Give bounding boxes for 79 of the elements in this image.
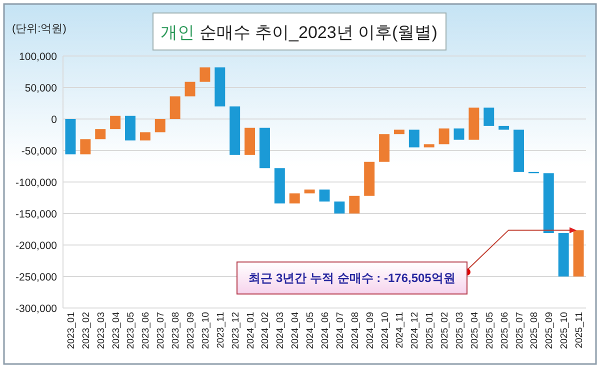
x-tick-label: 2025_08 — [529, 312, 540, 349]
y-tick-label: 0 — [51, 114, 58, 126]
bar — [289, 193, 300, 204]
x-tick-label: 2023_11 — [215, 312, 226, 348]
bar — [408, 130, 420, 148]
y-tick-label: -200,000 — [16, 240, 58, 252]
x-tick-label: 2025_03 — [454, 312, 466, 349]
bar — [334, 202, 345, 214]
x-tick-label: 2024_10 — [380, 312, 391, 349]
x-tick-label: 2024_07 — [334, 312, 346, 349]
y-tick-label: -250,000 — [16, 272, 58, 284]
x-tick-label: 2024_12 — [410, 312, 421, 349]
bar — [454, 128, 464, 140]
bar — [484, 108, 494, 126]
y-tick-label: -300,000 — [16, 303, 58, 315]
x-tick-label: 2023_06 — [140, 312, 152, 349]
bar — [125, 116, 136, 140]
chart-title: 개인 순매수 추이_2023년 이후(월별) — [160, 23, 438, 42]
bar — [349, 196, 360, 214]
x-tick-label: 2023_08 — [170, 312, 182, 349]
x-tick-label: 2025_07 — [514, 312, 526, 349]
bar — [80, 139, 91, 154]
bar — [498, 126, 510, 130]
bar — [438, 128, 450, 144]
x-tick-label: 2025_02 — [440, 312, 451, 349]
x-tick-label: 2024_01 — [245, 312, 256, 349]
x-tick-label: 2024_03 — [275, 312, 286, 349]
x-tick-label: 2025_09 — [544, 312, 556, 349]
y-tick-label: -150,000 — [16, 208, 58, 220]
x-tick-label: 2025_11 — [574, 312, 586, 348]
y-tick-label: -50,000 — [21, 146, 58, 158]
bar — [468, 108, 480, 140]
bar — [394, 130, 404, 134]
bar — [230, 106, 240, 155]
x-tick-label: 2024_08 — [350, 312, 361, 349]
y-tick-label: -100,000 — [16, 177, 58, 189]
bar — [95, 129, 106, 140]
y-tick-label: 100,000 — [19, 51, 58, 63]
bar — [274, 168, 285, 204]
x-tick-label: 2023_05 — [126, 312, 137, 349]
bar — [319, 190, 330, 202]
x-tick-label: 2023_01 — [66, 312, 77, 349]
bar — [214, 67, 226, 106]
bar — [170, 96, 180, 119]
x-tick-label: 2024_09 — [364, 312, 376, 349]
x-tick-label: 2025_10 — [559, 312, 570, 349]
x-tick-label: 2023_03 — [96, 312, 107, 349]
bar — [110, 116, 121, 130]
bar — [140, 132, 150, 140]
x-tick-label: 2025_06 — [499, 312, 510, 349]
x-tick-label: 2023_10 — [200, 312, 212, 349]
bar — [200, 67, 210, 82]
x-tick-label: 2023_09 — [186, 312, 197, 349]
x-tick-label: 2024_11 — [394, 312, 406, 348]
bar — [543, 173, 554, 234]
bar — [304, 190, 315, 194]
y-tick-label: 50,000 — [24, 82, 58, 94]
bar — [184, 82, 196, 96]
x-tick-label: 2023_04 — [110, 312, 122, 349]
x-tick-label: 2024_04 — [290, 312, 302, 349]
y-axis-title: (단위:억원) — [12, 23, 66, 35]
x-tick-label: 2024_02 — [260, 312, 272, 349]
bar — [260, 128, 270, 168]
bar — [65, 119, 76, 154]
x-tick-label: 2025_01 — [424, 312, 436, 349]
x-tick-label: 2024_05 — [305, 312, 316, 349]
bar — [379, 134, 390, 162]
x-tick-label: 2023_12 — [230, 312, 242, 349]
x-tick-label: 2023_07 — [156, 312, 167, 349]
bar — [154, 119, 166, 132]
x-tick-label: 2025_04 — [469, 312, 480, 349]
bar — [424, 144, 434, 148]
bar — [514, 130, 524, 172]
annotation: 최근 3년간 누적 순매수 : -176,505억원 — [248, 271, 456, 285]
x-tick-label: 2024_06 — [320, 312, 331, 349]
bar — [364, 162, 375, 196]
bar — [244, 128, 256, 155]
x-tick-label: 2023_02 — [80, 312, 92, 349]
x-tick-label: 2025_05 — [484, 312, 496, 349]
